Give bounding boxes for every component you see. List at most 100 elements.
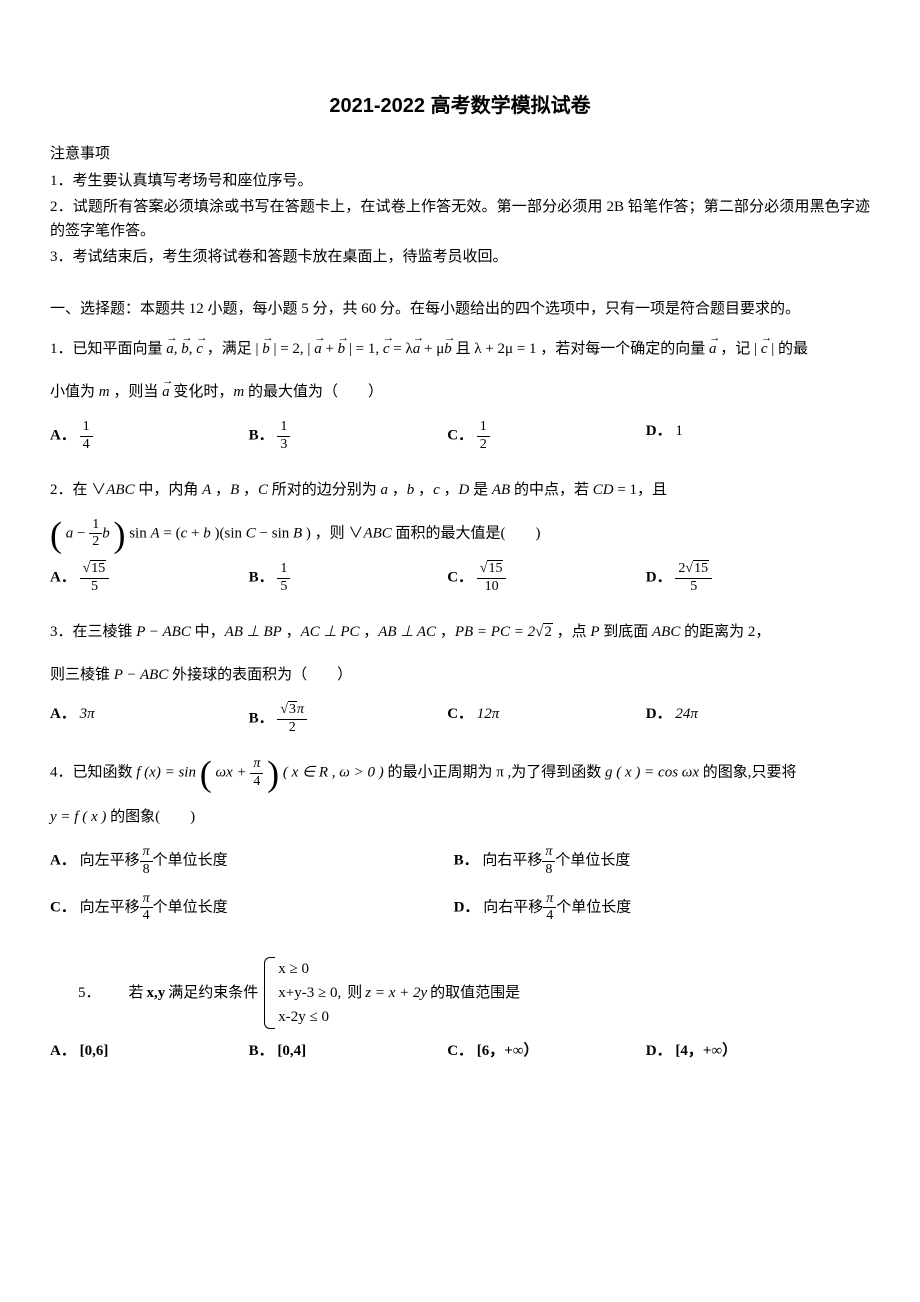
option-prefix: 向左平移 [80, 899, 140, 915]
fraction: π4 [543, 891, 556, 926]
question-1: 1．已知平面向量 a, b, c ，满足 | b | = 2, | a + b … [50, 333, 870, 366]
q1-text: ，记 | [720, 341, 761, 357]
option-c: C． [6，+∞） [447, 1039, 636, 1063]
var-abc: ABC [106, 482, 134, 498]
option-value: 3π [80, 706, 95, 722]
q2-text: ， [443, 482, 458, 498]
option-label: D． [646, 570, 672, 586]
fraction: π4 [250, 756, 263, 791]
option-suffix: 个单位长度 [153, 899, 228, 915]
option-label: B． [249, 1043, 274, 1059]
instructions-heading: 注意事项 [50, 142, 870, 166]
question-2: 2．在 ∨ABC 中，内角 A ，B ，C 所对的边分别为 a ，b ，c ，D… [50, 474, 870, 507]
option-c: C． 12π [447, 702, 636, 737]
fraction: 2155 [675, 561, 712, 596]
option-a: A． 155 [50, 561, 239, 596]
q2-text: 中，内角 [138, 482, 202, 498]
option-label: B． [249, 428, 274, 444]
q2-eq: = ( [163, 525, 180, 541]
q5-options: A． [0,6] B． [0,4] C． [6，+∞） D． [4，+∞） [50, 1039, 870, 1063]
var-b: b [102, 525, 110, 541]
option-b: B． 15 [249, 561, 438, 596]
option-label: D． [646, 423, 672, 439]
option-d: D． 2155 [646, 561, 835, 596]
pi: π [297, 702, 304, 717]
option-d: D． 1 [646, 419, 835, 454]
option-value: [6，+∞） [477, 1043, 539, 1059]
fraction: 3π2 [277, 702, 307, 737]
option-label: C． [50, 899, 76, 915]
q1-options: A． 14 B． 13 C． 12 D． 1 [50, 419, 870, 454]
q3-text: ， [286, 624, 301, 640]
q1-text: 的最大值为（ ） [248, 384, 383, 400]
q2-text: ， [243, 482, 258, 498]
sqrt-arg: 15 [487, 560, 503, 576]
numerator: π [140, 844, 153, 862]
vector-c: c [196, 333, 203, 366]
vector-a: a [162, 376, 170, 409]
q2-text: ， [418, 482, 433, 498]
var-d: D [459, 482, 470, 498]
var-a: a [381, 482, 389, 498]
question-1-line2: 小值为 m ，则当 a 变化时，m 的最大值为（ ） [50, 376, 870, 409]
q1-text: ，满足 [207, 341, 252, 357]
q3-text: ， [363, 624, 378, 640]
fraction: 12 [477, 419, 490, 454]
var-b: B [230, 482, 239, 498]
numerator: π [250, 756, 263, 774]
q5-text: 若 [129, 981, 144, 1005]
sqrt-icon [83, 561, 91, 578]
q5-text: 则 [347, 981, 362, 1005]
option-label: A． [50, 1043, 76, 1059]
option-label: C． [447, 1043, 473, 1059]
fraction: 155 [80, 561, 110, 596]
vector-b: b [444, 333, 452, 366]
numerator: 15 [477, 561, 507, 579]
q1-eq: | = 1, [345, 341, 383, 357]
option-label: D． [646, 1043, 672, 1059]
gx: g ( x ) = cos ωx [605, 765, 699, 781]
option-label: B． [454, 853, 479, 869]
option-value: 24π [675, 706, 698, 722]
var-a: A [202, 482, 211, 498]
var-a: A [150, 525, 159, 541]
option-a: A． 向左平移π8个单位长度 [50, 844, 444, 879]
var-c: C [258, 482, 268, 498]
fraction: 1510 [477, 561, 507, 596]
q1-text: 1．已知平面向量 [50, 341, 163, 357]
z-eq: z = x + 2y [362, 981, 430, 1005]
page-title: 2021-2022 高考数学模拟试卷 [50, 90, 870, 122]
instruction-item: 2．试题所有答案必须填涂或书写在答题卡上，在试卷上作答无效。第一部分必须用 2B… [50, 195, 870, 243]
q4-text: 的图象( ) [110, 809, 195, 825]
sqrt-arg: 2 [543, 623, 553, 640]
fraction: 12 [89, 517, 102, 552]
q2-options: A． 155 B． 15 C． 1510 D． 2155 [50, 561, 870, 596]
var-c: C [246, 525, 256, 541]
vector-a: a [314, 333, 322, 366]
denominator: 8 [140, 862, 153, 879]
numerator: 1 [277, 561, 290, 579]
option-prefix: 向左平移 [80, 853, 140, 869]
option-label: A． [50, 428, 76, 444]
option-label: C． [447, 428, 473, 444]
question-3: 3．在三棱锥 P − ABC 中，AB ⊥ BP ，AC ⊥ PC ，AB ⊥ … [50, 616, 870, 649]
vector-a: a [166, 333, 174, 366]
q2-text: 面积的最大值是( ) [396, 525, 541, 541]
denominator: 2 [477, 437, 490, 454]
q3-eq: = 2 [514, 624, 535, 640]
fraction: 14 [80, 419, 93, 454]
denominator: 5 [277, 579, 290, 596]
var-abc: ABC [363, 525, 391, 541]
q2-text: 所对的边分别为 [272, 482, 381, 498]
q2-eq: + [191, 525, 203, 541]
yfx: y = f ( x ) [50, 809, 106, 825]
option-d: D． 向右平移π4个单位长度 [454, 891, 848, 926]
q1-eq: 且 λ + 2μ = 1 [452, 341, 537, 357]
option-label: C． [447, 706, 473, 722]
q1-eq: | [255, 341, 262, 357]
q4-text: 的图象,只要将 [703, 765, 797, 781]
q1-eq: | = 2, | [270, 341, 314, 357]
option-suffix: 个单位长度 [555, 853, 630, 869]
numerator: 1 [89, 517, 102, 535]
option-label: A． [50, 853, 76, 869]
